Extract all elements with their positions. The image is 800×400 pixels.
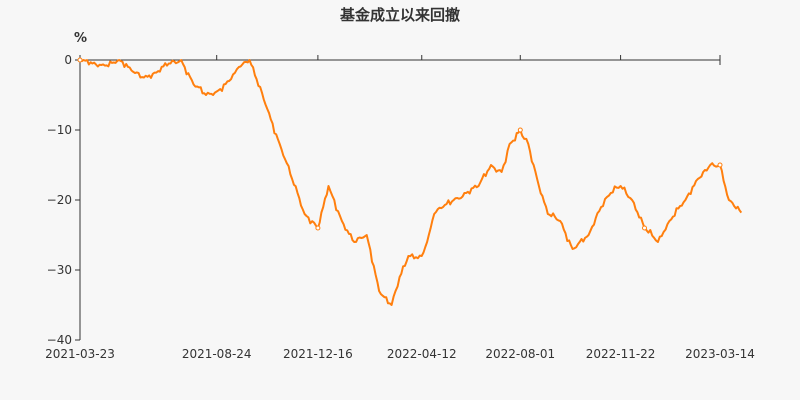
x-tick-label: 2022-04-12 — [387, 347, 457, 361]
data-point-marker — [517, 127, 523, 133]
x-axis: 2021-03-23 2021-08-24 2021-12-16 2022-04-12… — [45, 55, 755, 361]
drawdown-series-line — [79, 59, 743, 306]
x-tick-label: 2022-08-01 — [485, 347, 555, 361]
data-point-marker — [717, 162, 723, 168]
x-tick-label: 2022-11-22 — [586, 347, 656, 361]
y-tick-label: −30 — [47, 263, 72, 277]
series-layer — [77, 57, 743, 306]
y-axis-unit-label: % — [74, 31, 87, 46]
y-tick-label: −40 — [47, 333, 72, 347]
x-tick-label: 2021-12-16 — [283, 347, 353, 361]
x-tick-label: 2021-03-23 — [45, 347, 115, 361]
y-tick-label: 0 — [64, 53, 72, 67]
y-tick-label: −20 — [47, 193, 72, 207]
data-point-marker — [642, 225, 647, 231]
data-point-marker — [77, 57, 83, 63]
chart-title: 基金成立以来回撤 — [339, 6, 460, 24]
y-tick-label: −10 — [47, 123, 72, 137]
data-point-marker — [315, 225, 321, 231]
x-tick-label: 2023-03-14 — [685, 347, 755, 361]
y-axis: 0 −10 −20 −30 −40 — [47, 53, 81, 347]
x-tick-label: 2021-08-24 — [182, 347, 252, 361]
